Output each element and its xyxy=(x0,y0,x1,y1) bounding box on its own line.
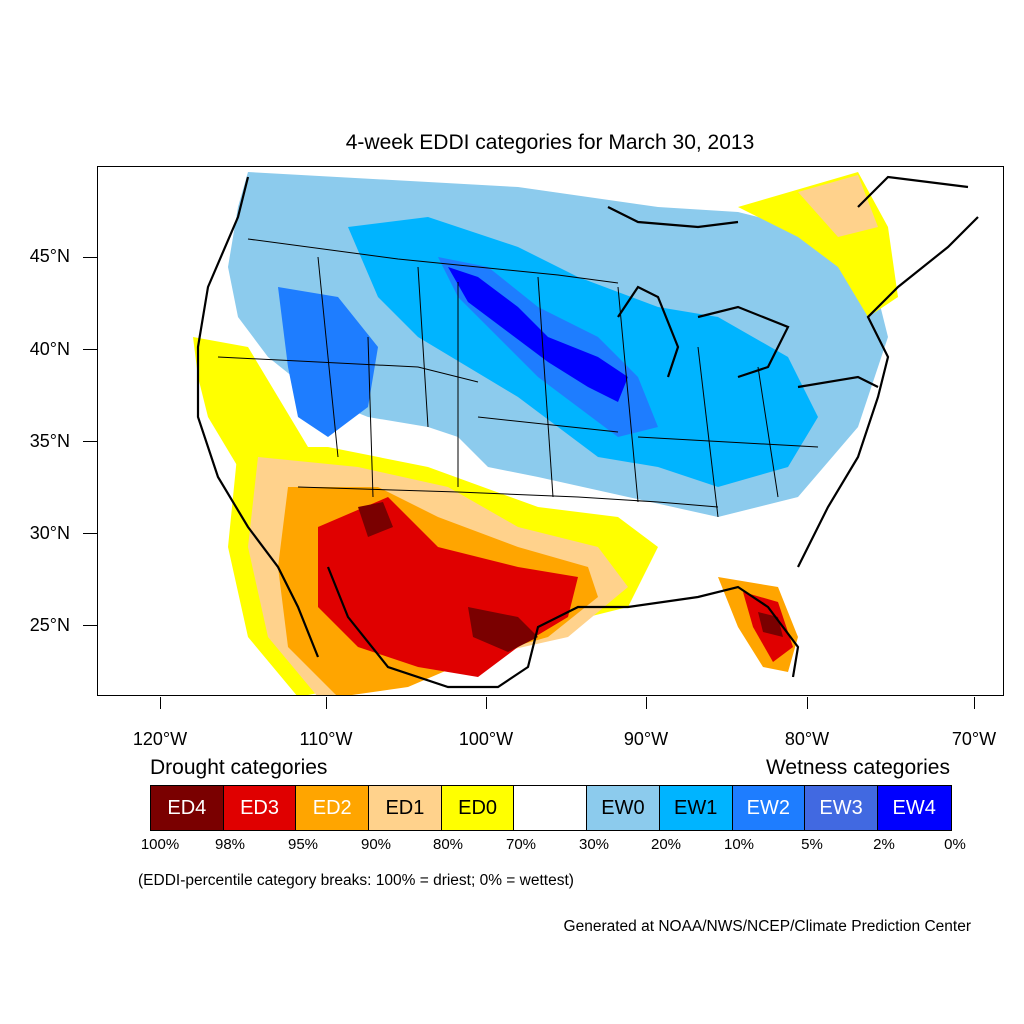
category-legend: ED4 ED3 ED2 ED1 ED0 EW0 EW1 EW2 EW3 EW4 xyxy=(150,785,952,831)
legend-box-neutral xyxy=(514,786,588,830)
percent-break: 90% xyxy=(360,836,392,853)
lat-label-35: 35°N xyxy=(29,431,70,451)
legend-label: ED3 xyxy=(240,796,279,819)
legend-label: EW0 xyxy=(601,796,645,819)
legend-label: EW1 xyxy=(673,796,718,819)
percent-break: 10% xyxy=(723,836,755,853)
state-boundaries xyxy=(217,238,819,518)
lat-label-25: 25°N xyxy=(29,615,70,635)
lon-label-80: 80°W xyxy=(784,729,830,749)
legend-box-ew0: EW0 xyxy=(587,786,660,830)
legend-label: ED2 xyxy=(312,796,352,819)
lon-tick xyxy=(974,697,975,709)
legend-label: EW4 xyxy=(892,796,936,819)
percent-break: 20% xyxy=(650,836,682,853)
wet-region-core-ew4 xyxy=(448,267,628,402)
lat-tick xyxy=(83,441,97,442)
lat-label-30: 30°N xyxy=(29,523,70,543)
drought-heading: Drought categories xyxy=(150,756,328,779)
lon-tick xyxy=(646,697,647,709)
lon-tick xyxy=(486,697,487,709)
percent-break: 0% xyxy=(944,836,966,853)
lon-label-120: 120°W xyxy=(132,729,188,749)
percent-break: 70% xyxy=(505,836,537,853)
map-panel xyxy=(97,166,1004,696)
eddi-map xyxy=(193,172,979,695)
lon-label-110: 110°W xyxy=(299,729,353,749)
dry-region-northeast-ed1 xyxy=(798,175,878,237)
percent-break: 95% xyxy=(287,836,319,853)
lat-label-40: 40°N xyxy=(29,339,70,359)
dry-region-newmexico-ed4 xyxy=(358,502,393,537)
legend-box-ed3: ED3 xyxy=(223,786,297,830)
legend-box-ed0: ED0 xyxy=(441,786,515,830)
legend-box-ew1: EW1 xyxy=(659,786,733,830)
percent-break: 5% xyxy=(801,836,823,853)
lat-tick xyxy=(83,257,97,258)
percent-break: 30% xyxy=(578,836,610,853)
lon-label-70: 70°W xyxy=(951,729,997,749)
wetness-heading: Wetness categories xyxy=(765,756,950,779)
lat-tick xyxy=(83,349,97,350)
dry-region-texas-ed4 xyxy=(468,607,538,652)
lon-tick xyxy=(160,697,161,709)
percent-break: 80% xyxy=(432,836,464,853)
legend-label: ED0 xyxy=(458,796,498,819)
lat-label-45: 45°N xyxy=(29,246,70,266)
legend-label: EW2 xyxy=(746,796,791,819)
lon-label-100: 100°W xyxy=(458,729,514,749)
legend-box-ew2: EW2 xyxy=(732,786,806,830)
percent-break: 2% xyxy=(873,836,895,853)
legend-box-ed1: ED1 xyxy=(369,786,442,830)
legend-box-ed2: ED2 xyxy=(296,786,370,830)
legend-label: EW3 xyxy=(819,796,863,819)
legend-box-ew4: EW4 xyxy=(877,786,951,830)
legend-label: ED1 xyxy=(385,796,425,819)
percent-break: 100% xyxy=(140,836,180,853)
map-title: 4-week EDDI categories for March 30, 201… xyxy=(345,131,755,154)
percent-break: 98% xyxy=(214,836,246,853)
category-breaks-note: (EDDI-percentile category breaks: 100% =… xyxy=(138,872,574,889)
lon-label-90: 90°W xyxy=(623,729,669,749)
legend-box-ew3: EW3 xyxy=(805,786,878,830)
lon-tick xyxy=(807,697,808,709)
credit-line: Generated at NOAA/NWS/NCEP/Climate Predi… xyxy=(563,918,971,935)
legend-box-ed4: ED4 xyxy=(151,786,224,830)
lat-tick xyxy=(83,533,97,534)
lat-tick xyxy=(83,625,97,626)
lon-tick xyxy=(326,697,327,709)
coastline xyxy=(196,175,979,689)
legend-label: ED4 xyxy=(167,796,207,819)
